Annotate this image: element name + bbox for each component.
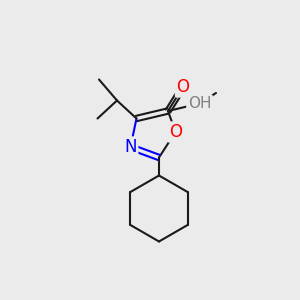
- Text: OH: OH: [188, 96, 211, 111]
- Text: O: O: [176, 78, 190, 96]
- Text: O: O: [169, 123, 182, 141]
- Text: N: N: [124, 138, 137, 156]
